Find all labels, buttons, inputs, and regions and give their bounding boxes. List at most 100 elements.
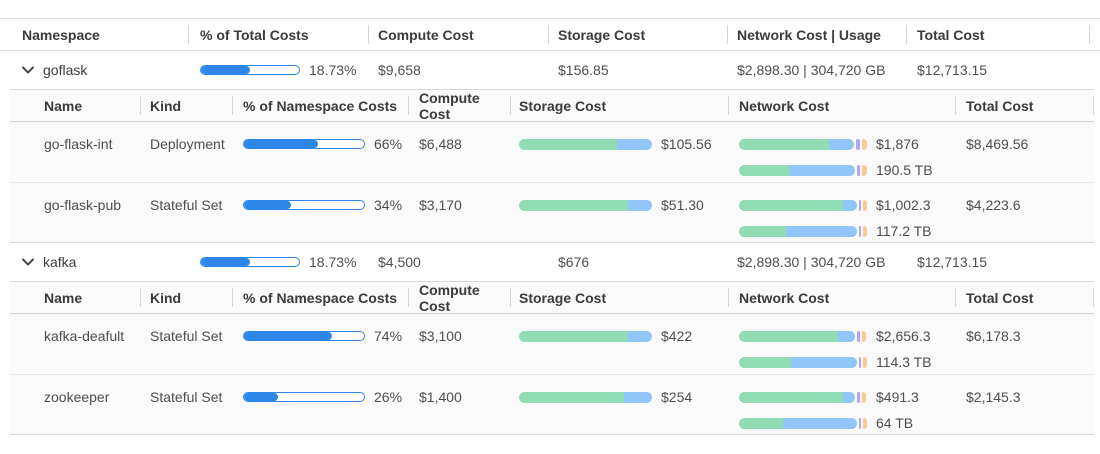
workload-kind: Deployment <box>150 136 225 152</box>
network-usage-bar <box>739 225 867 237</box>
total-cost-value: $4,223.6 <box>966 197 1021 213</box>
pct-total-bar <box>200 257 300 267</box>
storage-cost-bar <box>519 391 652 403</box>
col-header-name: Name <box>44 289 83 306</box>
workload-row-zookeeper[interactable]: zookeeper Stateful Set 26% $1,400 $254 <box>10 374 1094 434</box>
total-cost-value: $12,713.15 <box>917 254 988 270</box>
col-header-storage-cost: Storage Cost <box>510 90 728 121</box>
network-cost-value: $491.3 <box>876 389 919 405</box>
storage-cost-cell: $254 <box>510 384 728 410</box>
storage-cost-value: $156.85 <box>558 62 609 78</box>
storage-cost-value: $105.56 <box>661 136 712 152</box>
namespace-name-cell: goflask <box>0 62 188 78</box>
col-header-compute-cost: Compute Cost <box>408 90 510 122</box>
network-cost-bar <box>739 391 867 403</box>
pct-namespace-cell: 34% <box>232 192 408 218</box>
compute-cost-value: $4,500 <box>378 254 421 270</box>
workload-kind: Stateful Set <box>150 197 223 213</box>
workload-table-header: Name Kind % of Namespace Costs Compute C… <box>10 90 1094 122</box>
pct-total-value: 18.73% <box>309 254 357 270</box>
workload-kind: Stateful Set <box>150 328 223 344</box>
col-header-name: Name <box>44 97 83 114</box>
col-header-network-cost: Network Cost <box>728 90 955 121</box>
col-header-compute-cost: Compute Cost <box>408 282 510 314</box>
storage-cost-bar <box>519 330 652 342</box>
pct-namespace-cell: 26% <box>232 384 408 410</box>
network-cost-value: $1,002.3 <box>876 197 931 213</box>
col-header-total-cost: Total Cost <box>955 282 1094 313</box>
storage-cost-cell: $422 <box>510 323 728 349</box>
compute-cost-value: $1,400 <box>419 389 462 405</box>
storage-cost-value: $254 <box>661 389 693 405</box>
col-header-compute-cost: Compute Cost <box>368 19 548 50</box>
network-cost-cell: $491.3 64 TB <box>728 384 955 436</box>
pct-namespace-value: 74% <box>374 328 403 344</box>
storage-cost-bar <box>519 138 652 150</box>
network-cost-usage-value: $2,898.30 | 304,720 GB <box>737 62 886 78</box>
col-header-total-cost: Total Cost <box>906 19 1090 50</box>
network-cost-bar <box>739 138 867 150</box>
network-cost-value: $1,876 <box>876 136 919 152</box>
cost-table: Namespace % of Total Costs Compute Cost … <box>0 18 1100 435</box>
pct-namespace-value: 66% <box>374 136 403 152</box>
network-cost-cell: $2,656.3 114.3 TB <box>728 323 955 375</box>
workload-name: go-flask-int <box>44 136 113 152</box>
col-header-network-cost-usage: Network Cost | Usage <box>727 19 906 50</box>
storage-cost-cell: $105.56 <box>510 131 728 157</box>
network-usage-bar <box>739 164 867 176</box>
chevron-down-icon[interactable] <box>22 258 34 266</box>
col-header-storage-cost: Storage Cost <box>548 19 727 50</box>
network-usage-bar <box>739 417 867 429</box>
namespace-row-kafka[interactable]: kafka 18.73% $4,500 $676 $2,898.30 | 304… <box>0 243 1100 281</box>
pct-namespace-bar <box>243 331 365 341</box>
compute-cost-value: $3,170 <box>419 197 462 213</box>
pct-total-value: 18.73% <box>309 62 357 78</box>
workload-table-header: Name Kind % of Namespace Costs Compute C… <box>10 282 1094 314</box>
network-cost-bar <box>739 199 867 211</box>
pct-namespace-value: 26% <box>374 389 403 405</box>
network-usage-value: 117.2 TB <box>876 223 932 239</box>
workload-row-go-flask-pub[interactable]: go-flask-pub Stateful Set 34% $3,170 $51… <box>10 182 1094 242</box>
pct-namespace-cell: 66% <box>232 131 408 157</box>
workload-table-goflask: Name Kind % of Namespace Costs Compute C… <box>10 89 1094 243</box>
pct-total-cell: 18.73% <box>188 254 368 270</box>
network-cost-bar <box>739 330 867 342</box>
storage-cost-value: $422 <box>661 328 693 344</box>
network-usage-value: 190.5 TB <box>876 162 933 178</box>
col-header-network-cost: Network Cost <box>728 282 955 313</box>
pct-namespace-bar <box>243 392 365 402</box>
compute-cost-value: $9,658 <box>378 62 421 78</box>
workload-table-kafka: Name Kind % of Namespace Costs Compute C… <box>10 281 1094 435</box>
col-header-pct-total-costs: % of Total Costs <box>188 19 368 50</box>
network-cost-cell: $1,876 190.5 TB <box>728 131 955 183</box>
workload-kind: Stateful Set <box>150 389 223 405</box>
network-usage-value: 64 TB <box>876 415 914 431</box>
col-header-total-cost: Total Cost <box>955 90 1094 121</box>
storage-cost-bar <box>519 199 652 211</box>
network-cost-cell: $1,002.3 117.2 TB <box>728 192 955 244</box>
namespace-name-cell: kafka <box>0 254 188 270</box>
pct-namespace-value: 34% <box>374 197 403 213</box>
compute-cost-value: $6,488 <box>419 136 462 152</box>
pct-total-cell: 18.73% <box>188 62 368 78</box>
total-cost-value: $8,469.56 <box>966 136 1029 152</box>
chevron-down-icon[interactable] <box>22 66 34 74</box>
workload-row-go-flask-int[interactable]: go-flask-int Deployment 66% $6,488 $105.… <box>10 122 1094 182</box>
col-header-pct-namespace-costs: % of Namespace Costs <box>232 90 408 121</box>
workload-row-kafka-deafult[interactable]: kafka-deafult Stateful Set 74% $3,100 $4… <box>10 314 1094 374</box>
col-header-kind: Kind <box>140 90 232 121</box>
namespace-table-header: Namespace % of Total Costs Compute Cost … <box>0 18 1100 51</box>
network-cost-usage-value: $2,898.30 | 304,720 GB <box>737 254 886 270</box>
total-cost-value: $12,713.15 <box>917 62 988 78</box>
network-cost-value: $2,656.3 <box>876 328 931 344</box>
total-cost-value: $2,145.3 <box>966 389 1021 405</box>
col-header-storage-cost: Storage Cost <box>510 282 728 313</box>
col-header-kind: Kind <box>140 282 232 313</box>
namespace-name: kafka <box>43 254 77 270</box>
namespace-name: goflask <box>43 62 88 78</box>
pct-namespace-cell: 74% <box>232 323 408 349</box>
storage-cost-cell: $51.30 <box>510 192 728 218</box>
namespace-row-goflask[interactable]: goflask 18.73% $9,658 $156.85 $2,898.30 … <box>0 51 1100 89</box>
total-cost-value: $6,178.3 <box>966 328 1021 344</box>
pct-total-bar <box>200 65 300 75</box>
